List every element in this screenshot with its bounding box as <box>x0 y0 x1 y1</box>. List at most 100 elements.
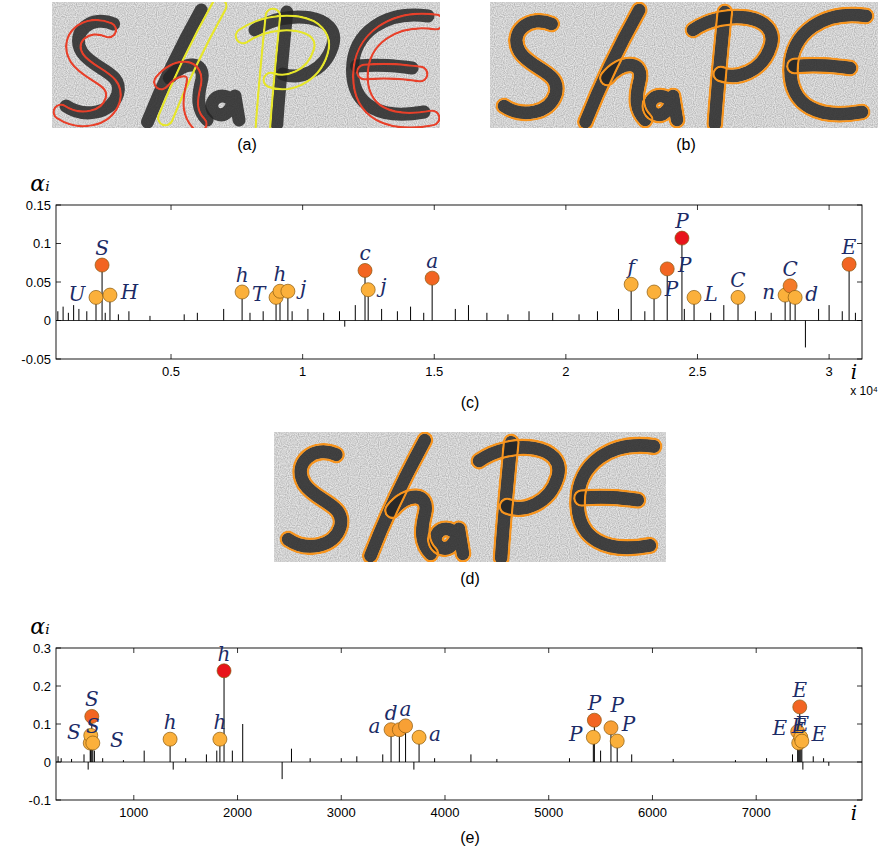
stem <box>507 314 508 320</box>
stem <box>381 309 382 321</box>
panel-label: (a) <box>237 136 257 153</box>
stem <box>673 759 674 762</box>
x-tick-label: 2.5 <box>688 364 706 379</box>
stem <box>292 311 293 320</box>
atom-label: U <box>69 282 87 306</box>
atom-label: C <box>730 268 745 292</box>
contour-group <box>790 15 866 114</box>
stem <box>410 307 411 321</box>
x-tick-label: 3000 <box>327 805 356 820</box>
panel-label: (b) <box>676 136 696 153</box>
stem <box>73 305 74 320</box>
x-tick <box>133 795 134 800</box>
plot-data <box>56 664 862 779</box>
atom-label: S <box>86 714 100 738</box>
x-tick <box>652 648 653 653</box>
contour-group <box>364 71 420 74</box>
x-tick <box>829 205 830 210</box>
shape-stroke <box>479 447 559 508</box>
stem <box>88 762 89 770</box>
atom-marker <box>586 730 600 744</box>
stem <box>710 313 711 321</box>
shape-stroke <box>212 96 239 120</box>
shape-stroke <box>582 497 638 500</box>
stem <box>569 758 570 762</box>
stem <box>68 313 69 321</box>
stem <box>242 724 243 762</box>
contour-group <box>693 17 772 76</box>
atom-label: j <box>376 274 386 298</box>
x-tick <box>341 648 342 653</box>
contour <box>650 96 677 120</box>
plot-frame <box>56 205 862 359</box>
atom-label: h <box>213 710 226 734</box>
stem <box>579 314 580 320</box>
stem <box>57 311 58 320</box>
stem <box>144 751 145 762</box>
shape-stroke <box>435 529 462 554</box>
stem-baseline <box>56 320 862 321</box>
y-tick <box>56 243 61 244</box>
stem <box>829 305 830 320</box>
stem <box>684 309 685 321</box>
y-tick-label: 0 <box>44 313 51 328</box>
shape-layer <box>288 440 654 558</box>
contour-group <box>582 497 638 500</box>
atom-marker <box>647 285 661 299</box>
atom-label: a <box>426 249 438 273</box>
stem <box>344 321 345 327</box>
x-tick <box>237 795 238 800</box>
atom-label: P <box>609 693 624 717</box>
shape-stroke <box>650 96 677 120</box>
stem <box>149 316 150 321</box>
shape-stroke <box>393 497 431 554</box>
stem <box>434 758 435 762</box>
image-content <box>490 2 878 128</box>
stem <box>310 758 311 762</box>
stem <box>842 311 843 320</box>
shape-stroke <box>693 17 772 76</box>
y-tick-label: -0.05 <box>21 352 51 367</box>
stem <box>802 762 803 770</box>
stem <box>823 758 824 762</box>
x-tick <box>237 648 238 653</box>
stem <box>455 309 456 321</box>
x-tick-label: 1000 <box>119 805 148 820</box>
x-tick <box>444 648 445 653</box>
x-tick <box>548 795 549 800</box>
stem <box>644 311 645 320</box>
stem <box>818 309 819 321</box>
plot-area <box>56 205 862 359</box>
contour-group <box>504 21 557 113</box>
x-tick <box>171 354 172 359</box>
stem <box>496 759 497 762</box>
y-tick-label: 0.1 <box>33 236 51 251</box>
x-tick-label: 2 <box>562 364 569 379</box>
stem <box>468 305 469 320</box>
contour-group <box>288 452 341 547</box>
atom-marker <box>788 290 802 304</box>
contour <box>578 445 654 547</box>
atom-label: a <box>368 714 380 738</box>
atom-label: E <box>790 714 806 738</box>
contour <box>288 452 341 547</box>
stem <box>423 313 424 321</box>
atom-marker <box>235 285 249 299</box>
image-panel <box>490 2 878 128</box>
stem <box>173 762 174 770</box>
atom-label: a <box>429 722 441 746</box>
contour-group <box>61 27 114 119</box>
stem <box>71 759 72 762</box>
x-axis-label: i <box>851 360 857 384</box>
atom-label: H <box>120 280 139 304</box>
contour <box>504 21 557 113</box>
atom-marker <box>425 271 439 285</box>
atom-label: S <box>85 687 99 711</box>
image-noise <box>52 2 440 128</box>
stem <box>223 309 224 321</box>
chart-1: 1000200030004000500060007000-0.100.10.20… <box>29 614 862 846</box>
contour <box>243 23 322 82</box>
atom-label: T <box>252 282 267 306</box>
atom-marker <box>587 713 601 727</box>
stem <box>849 264 850 320</box>
